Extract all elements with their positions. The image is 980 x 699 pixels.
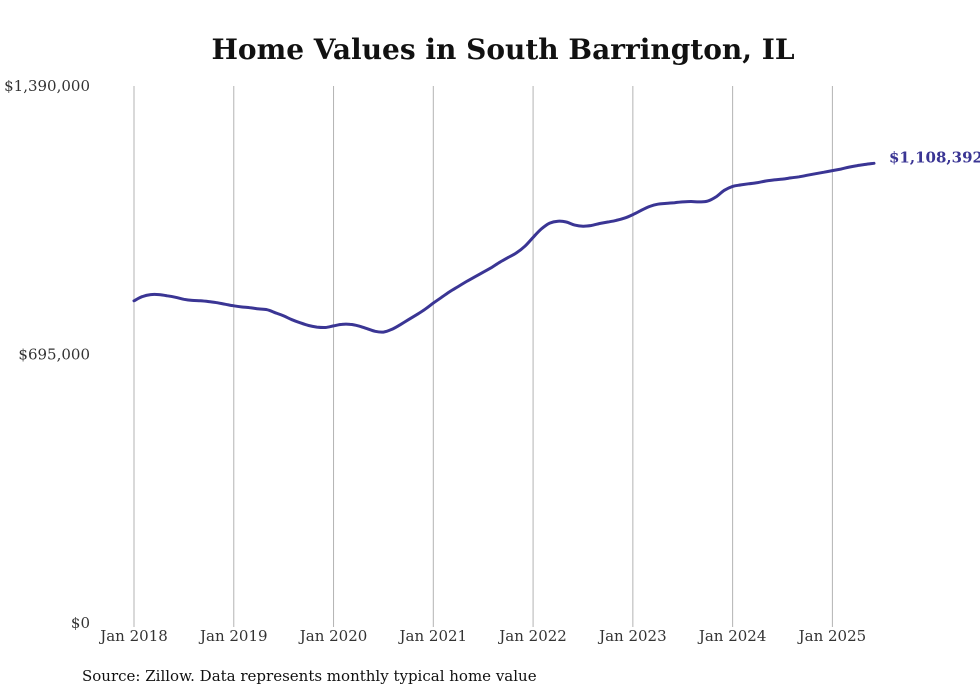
x-tick-label: Jan 2020: [298, 627, 368, 645]
end-value-label: $1,108,392: [889, 148, 980, 166]
y-tick-label: $0: [71, 614, 90, 632]
x-tick-label: Jan 2024: [697, 627, 767, 645]
x-tick-label: Jan 2023: [597, 627, 667, 645]
y-axis: $0 $695,000 $1,390,000: [4, 77, 90, 632]
series-layer: $1,108,392: [132, 148, 980, 334]
x-tick-label: Jan 2021: [398, 627, 468, 645]
x-tick-label: Jan 2025: [797, 627, 867, 645]
source-note: Source: Zillow. Data represents monthly …: [82, 667, 537, 685]
chart-title: Home Values in South Barrington, IL: [211, 33, 794, 66]
x-tick-label: Jan 2018: [98, 627, 168, 645]
x-tick-label: Jan 2022: [497, 627, 567, 645]
x-tick-label: Jan 2019: [198, 627, 268, 645]
x-gridlines: [133, 86, 833, 627]
y-tick-label: $1,390,000: [4, 77, 90, 95]
y-tick-label: $695,000: [18, 346, 90, 364]
x-axis: Jan 2018 Jan 2019 Jan 2020 Jan 2021 Jan 2022…: [98, 627, 866, 645]
series-line: [132, 161, 876, 334]
